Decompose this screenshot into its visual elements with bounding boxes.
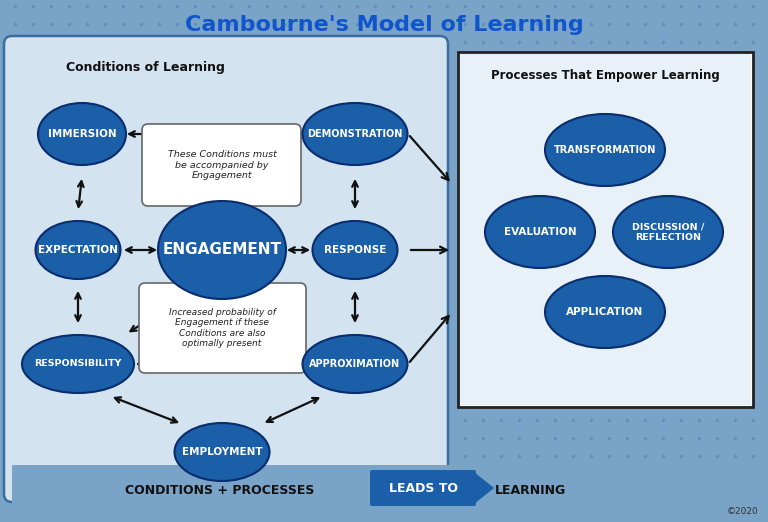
Ellipse shape: [303, 103, 408, 165]
FancyBboxPatch shape: [139, 283, 306, 373]
Text: APPROXIMATION: APPROXIMATION: [310, 359, 401, 369]
Text: EXPECTATION: EXPECTATION: [38, 245, 118, 255]
Polygon shape: [474, 472, 494, 504]
FancyBboxPatch shape: [12, 465, 756, 517]
Ellipse shape: [158, 201, 286, 299]
Text: EVALUATION: EVALUATION: [504, 227, 576, 237]
Text: RESPONSIBILITY: RESPONSIBILITY: [35, 360, 121, 369]
Text: ©2020: ©2020: [727, 507, 758, 516]
Ellipse shape: [35, 221, 121, 279]
Text: TRANSFORMATION: TRANSFORMATION: [554, 145, 656, 155]
Text: DISCUSSION /
REFLECTION: DISCUSSION / REFLECTION: [632, 222, 704, 242]
FancyBboxPatch shape: [4, 36, 448, 502]
FancyBboxPatch shape: [370, 470, 476, 506]
Text: Conditions of Learning: Conditions of Learning: [65, 61, 224, 74]
Text: These Conditions must
be accompanied by
Engagement: These Conditions must be accompanied by …: [167, 150, 276, 180]
Ellipse shape: [545, 276, 665, 348]
Text: Increased probability of
Engagement if these
Conditions are also
optimally prese: Increased probability of Engagement if t…: [168, 308, 276, 348]
FancyBboxPatch shape: [460, 54, 751, 405]
Text: RESPONSE: RESPONSE: [324, 245, 386, 255]
Ellipse shape: [313, 221, 398, 279]
Text: IMMERSION: IMMERSION: [48, 129, 116, 139]
Ellipse shape: [485, 196, 595, 268]
Ellipse shape: [38, 103, 126, 165]
Text: EMPLOYMENT: EMPLOYMENT: [182, 447, 263, 457]
FancyBboxPatch shape: [142, 124, 301, 206]
Text: ENGAGEMENT: ENGAGEMENT: [163, 243, 282, 257]
Text: Processes That Empower Learning: Processes That Empower Learning: [491, 68, 720, 81]
Text: LEARNING: LEARNING: [495, 484, 565, 497]
Ellipse shape: [545, 114, 665, 186]
Text: APPLICATION: APPLICATION: [566, 307, 644, 317]
Ellipse shape: [303, 335, 408, 393]
FancyBboxPatch shape: [458, 52, 753, 407]
Ellipse shape: [613, 196, 723, 268]
Text: CONDITIONS + PROCESSES: CONDITIONS + PROCESSES: [125, 484, 315, 497]
Text: Cambourne's Model of Learning: Cambourne's Model of Learning: [184, 15, 584, 35]
Ellipse shape: [174, 423, 270, 481]
Text: LEADS TO: LEADS TO: [389, 481, 458, 494]
Text: DEMONSTRATION: DEMONSTRATION: [307, 129, 402, 139]
Ellipse shape: [22, 335, 134, 393]
